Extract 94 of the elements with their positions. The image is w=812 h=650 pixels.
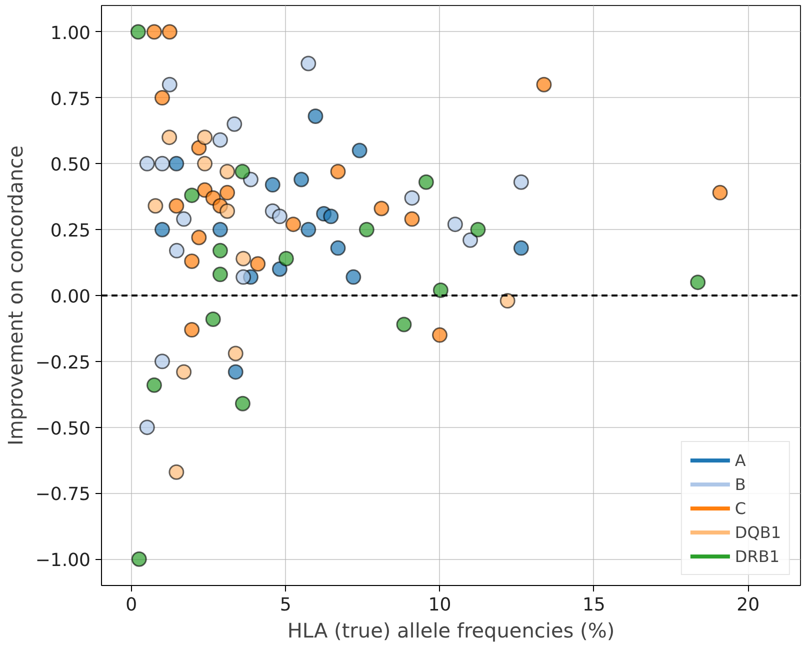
point [352, 142, 368, 158]
x-tick-label: 15 [582, 594, 606, 616]
point [212, 222, 228, 238]
y-tick-label: 0.25 [50, 220, 90, 242]
point [197, 156, 213, 172]
x-tick-label: 0 [126, 594, 138, 616]
point [236, 269, 252, 285]
point [323, 208, 339, 224]
point [197, 130, 213, 146]
y-tick-label: 0.75 [50, 88, 90, 110]
point [236, 250, 252, 266]
point [250, 256, 266, 272]
y-tick-label: −0.50 [35, 418, 91, 440]
point [168, 464, 184, 480]
point [330, 164, 346, 180]
point [184, 322, 200, 338]
point [513, 174, 529, 190]
point [278, 250, 294, 266]
point [228, 346, 244, 362]
point [168, 242, 184, 258]
point [139, 420, 155, 436]
point [272, 261, 288, 277]
point [346, 269, 362, 285]
point [154, 156, 170, 172]
y-tick-label: 0.00 [50, 286, 90, 308]
y-tick-label: −0.75 [35, 484, 91, 506]
point [220, 164, 236, 180]
point [168, 198, 184, 214]
y-tick-label: 0.50 [50, 154, 90, 176]
y-tick-label: −0.25 [35, 352, 91, 374]
point [447, 216, 463, 232]
point [176, 211, 192, 227]
point [131, 551, 147, 567]
point [162, 24, 178, 40]
x-axis-title: HLA (true) allele frequencies (%) [287, 618, 615, 642]
point [358, 222, 374, 238]
point [212, 242, 228, 258]
legend-label: C [734, 498, 748, 518]
point [500, 293, 516, 309]
point [432, 327, 448, 343]
point [228, 364, 244, 380]
point [374, 200, 390, 216]
point [294, 172, 310, 188]
point [191, 230, 207, 246]
x-tick-label: 5 [280, 594, 292, 616]
point [205, 311, 221, 327]
point [146, 24, 162, 40]
point [396, 316, 412, 332]
point [513, 240, 529, 256]
point [226, 116, 242, 132]
point [536, 76, 552, 92]
legend-label: DQB1 [734, 522, 781, 542]
point [154, 354, 170, 370]
point [272, 208, 288, 224]
y-axis-title: Improvement on concordance [3, 145, 28, 446]
point [300, 56, 316, 72]
point [184, 188, 200, 204]
point [162, 130, 178, 146]
point [162, 76, 178, 92]
point [404, 211, 420, 227]
x-tick-label: 20 [736, 594, 760, 616]
legend-label: A [734, 450, 747, 470]
point [330, 240, 346, 256]
point [432, 282, 448, 298]
point [154, 90, 170, 106]
point [418, 174, 434, 190]
point [154, 222, 170, 238]
point [148, 198, 164, 214]
point [308, 108, 324, 124]
point [212, 266, 228, 282]
point [168, 156, 184, 172]
point [470, 222, 486, 238]
point [184, 253, 200, 269]
point [690, 274, 706, 290]
point [264, 177, 280, 193]
legend-label: DRB1 [734, 546, 780, 566]
point [286, 216, 302, 232]
point [220, 184, 236, 200]
point [176, 364, 192, 380]
point [220, 203, 236, 219]
point [300, 222, 316, 238]
point [234, 396, 250, 412]
point [404, 190, 420, 206]
y-tick-label: 1.00 [50, 22, 90, 44]
y-tick-label: −1.00 [35, 550, 91, 572]
x-tick-label: 10 [428, 594, 452, 616]
point [130, 24, 146, 40]
point [146, 377, 162, 393]
point [462, 232, 478, 248]
point [234, 164, 250, 180]
legend-label: B [734, 474, 747, 494]
point [139, 156, 155, 172]
point [712, 184, 728, 200]
point [212, 132, 228, 148]
